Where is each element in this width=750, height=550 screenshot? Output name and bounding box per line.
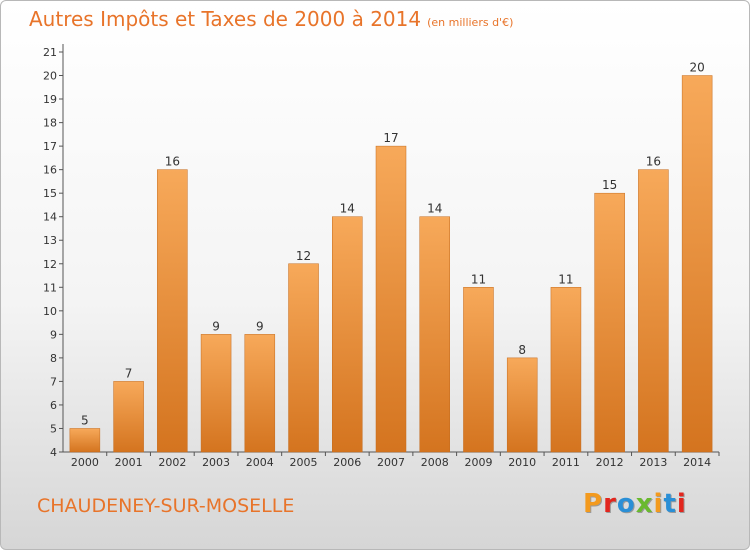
x-tick-label: 2003 — [202, 456, 230, 469]
logo-letter: t — [663, 489, 677, 519]
bar — [463, 287, 494, 453]
chart-axes: 4 5 6 7 8 9 10 11 12 13 14 15 16 17 18 19 20 21 2000 2001 20… — [43, 44, 720, 469]
logo-letter: r — [603, 489, 617, 519]
y-tick-label: 17 — [43, 140, 57, 153]
chart-bars — [69, 75, 713, 453]
x-tick-label: 2002 — [158, 456, 186, 469]
bar — [638, 169, 669, 453]
bar — [69, 428, 101, 453]
x-tick-label: 2005 — [290, 456, 318, 469]
x-tick-label: 2008 — [421, 456, 449, 469]
bar — [506, 357, 538, 453]
bar — [375, 145, 407, 453]
chart-title: Autres Impôts et Taxes de 2000 à 2014 (en… — [29, 7, 513, 31]
logo-letter: i — [676, 489, 687, 519]
y-tick-label: 12 — [43, 258, 57, 271]
x-tick-label: 2009 — [464, 456, 492, 469]
bar — [332, 216, 363, 453]
x-tick-label: 2007 — [377, 456, 405, 469]
x-tick-label: 2006 — [333, 456, 361, 469]
bar-value-label: 12 — [296, 249, 311, 263]
x-tick-label: 2010 — [508, 456, 536, 469]
bar — [200, 334, 232, 453]
bar-value-label: 5 — [81, 413, 89, 427]
bar-value-label: 14 — [340, 202, 355, 216]
title-text: Autres Impôts et Taxes de 2000 à 2014 — [29, 7, 422, 31]
bar-value-label: 15 — [602, 178, 617, 192]
y-tick-label: 20 — [43, 70, 57, 83]
bar — [113, 381, 144, 453]
bar — [594, 192, 625, 453]
bar — [550, 287, 582, 453]
y-tick-label: 13 — [43, 234, 57, 247]
bar-value-label: 8 — [518, 343, 526, 357]
bar — [419, 216, 450, 453]
y-tick-label: 9 — [50, 328, 57, 341]
logo-letter: i — [653, 489, 664, 519]
bar-value-label: 14 — [427, 202, 442, 216]
x-tick-label: 2014 — [683, 456, 711, 469]
bar — [288, 263, 319, 453]
y-tick-label: 5 — [50, 422, 57, 435]
bar-value-label: 16 — [165, 155, 180, 169]
bar-value-label: 20 — [689, 61, 704, 75]
bar-value-label: 9 — [256, 319, 264, 333]
bar-value-label: 9 — [212, 319, 220, 333]
x-tick-label: 2013 — [639, 456, 667, 469]
bar-value-label: 11 — [471, 272, 486, 286]
logo-letter: x — [635, 489, 654, 519]
y-tick-label: 21 — [43, 46, 57, 59]
y-tick-label: 6 — [50, 399, 57, 412]
commune-name: CHAUDENEY-SUR-MOSELLE — [37, 495, 295, 517]
logo-letter: P — [583, 489, 604, 519]
y-tick-label: 19 — [43, 93, 57, 106]
bar — [244, 334, 276, 453]
bar-value-label: 17 — [383, 131, 398, 145]
x-tick-label: 2004 — [246, 456, 274, 469]
y-tick-label: 18 — [43, 117, 57, 130]
y-tick-label: 10 — [43, 305, 57, 318]
x-tick-label: 2001 — [115, 456, 143, 469]
bar-value-label: 11 — [558, 272, 573, 286]
bar-value-label: 7 — [125, 366, 133, 380]
bar — [157, 169, 188, 453]
y-tick-label: 4 — [50, 446, 57, 459]
chart-subtitle: (en milliers d'€) — [427, 16, 514, 29]
x-tick-label: 2000 — [71, 456, 99, 469]
chart-data-labels: 5 7 16 9 9 12 14 17 14 11 8 11 15 16 20 — [81, 61, 705, 428]
y-tick-label: 16 — [43, 164, 57, 177]
logo-letter: o — [616, 489, 636, 519]
x-tick-label: 2011 — [552, 456, 580, 469]
y-tick-label: 11 — [43, 281, 57, 294]
y-tick-label: 14 — [43, 211, 57, 224]
proxiti-logo[interactable]: Proxiti — [583, 489, 687, 519]
y-tick-label: 8 — [50, 352, 57, 365]
bar — [681, 75, 713, 453]
y-tick-label: 7 — [50, 375, 57, 388]
y-tick-label: 15 — [43, 187, 57, 200]
bar-value-label: 16 — [646, 155, 661, 169]
x-tick-label: 2012 — [596, 456, 624, 469]
